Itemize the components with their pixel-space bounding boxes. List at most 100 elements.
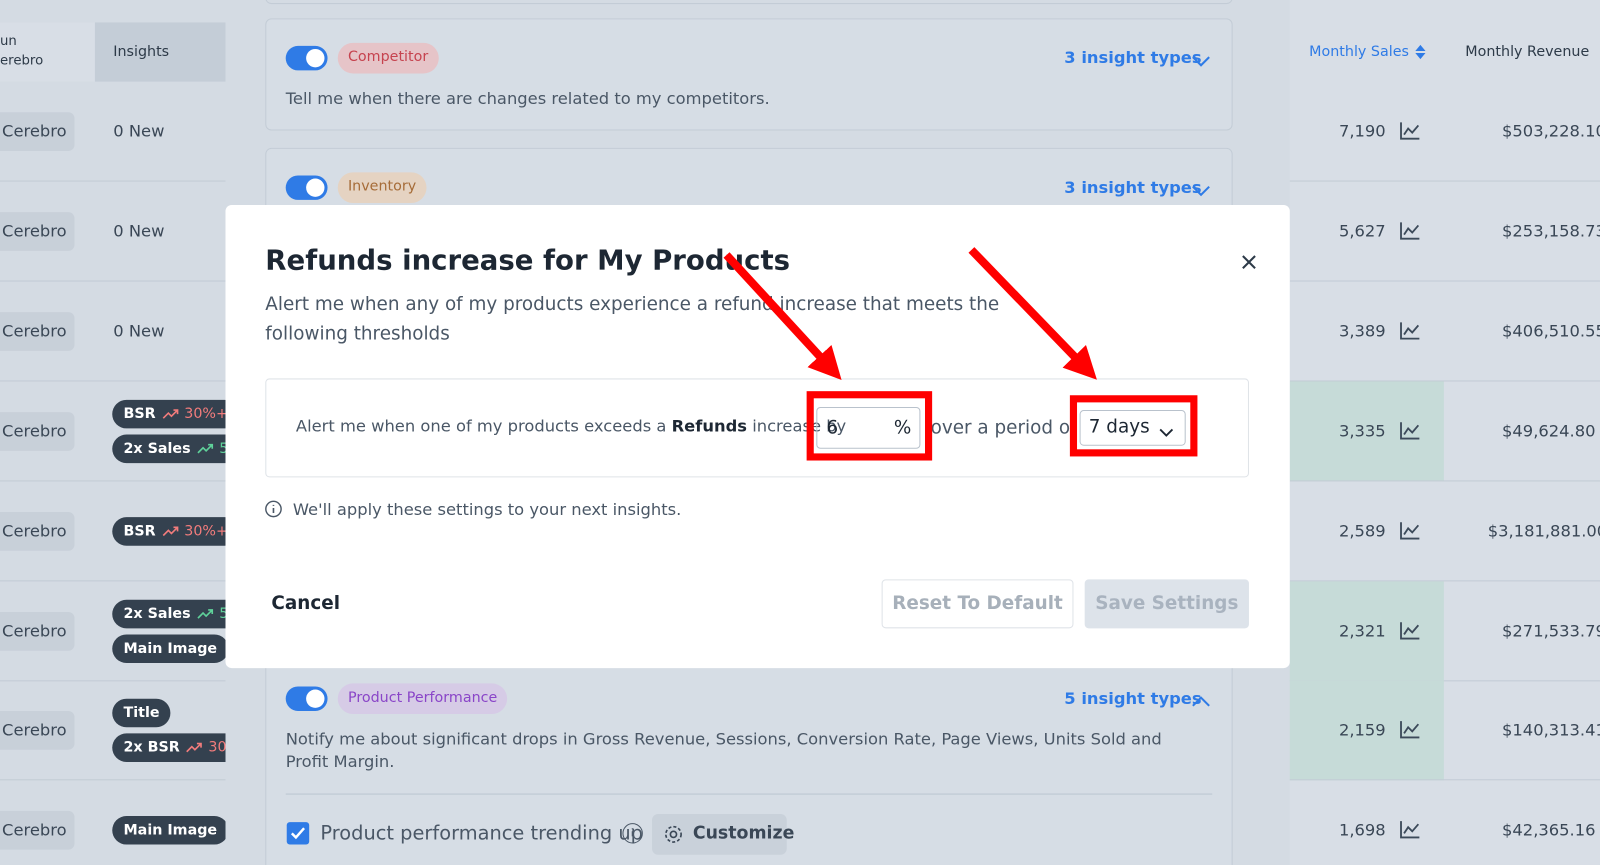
trend <box>186 742 203 754</box>
badge: Main Image <box>112 633 229 663</box>
chevron[interactable] <box>1192 52 1210 71</box>
cerebro-button[interactable] <box>0 411 75 451</box>
cerebro-label: Cerebro <box>2 720 67 740</box>
highlight-cell <box>1289 381 1444 482</box>
header-cell <box>94 22 226 82</box>
trend <box>197 607 213 619</box>
cerebro-label: Cerebro <box>2 820 67 840</box>
toggle-knob <box>306 178 325 197</box>
alert-description: Notify me about significant drops in Gro… <box>285 729 1162 772</box>
insight-types[interactable]: 3 insight types <box>1064 177 1202 197</box>
monthly-sales: 3,335 <box>1338 420 1386 441</box>
cerebro-button[interactable] <box>0 811 75 850</box>
checkbox[interactable] <box>286 822 310 845</box>
badge-label: BSR <box>123 405 156 422</box>
chevron-icon[interactable] <box>1192 55 1210 67</box>
monthly-revenue: $271,533.79 <box>1502 620 1600 641</box>
row-divider <box>0 579 226 581</box>
badge-change: 30%+ <box>184 522 228 540</box>
chevron-icon <box>1159 428 1174 437</box>
gear-icon <box>664 825 682 843</box>
row-divider <box>0 480 226 482</box>
chart-icon[interactable] <box>1399 320 1421 340</box>
cerebro-button[interactable] <box>0 112 75 151</box>
header-text: Insights <box>113 43 170 61</box>
trend <box>162 408 178 420</box>
info-glyph <box>631 828 634 837</box>
chart-icon[interactable] <box>1399 819 1421 839</box>
row-divider <box>0 180 226 182</box>
row-divider <box>1289 280 1600 282</box>
monthly-sales: 3,389 <box>1338 321 1386 341</box>
monthly-revenue: $253,158.73 <box>1502 221 1600 241</box>
close-button[interactable] <box>1240 253 1258 275</box>
row-divider <box>1289 480 1600 482</box>
row-divider <box>1289 579 1600 581</box>
customize-label: Customize <box>692 823 795 844</box>
badge-change: 30%+ <box>184 405 228 422</box>
badge: BSR 30%+ <box>112 516 240 546</box>
monthly-sales: 2,321 <box>1338 620 1386 641</box>
insights-text: 0 New <box>113 321 165 341</box>
chevron[interactable] <box>1192 182 1210 201</box>
insight-types[interactable]: 3 insight types <box>1064 47 1202 68</box>
reset-button[interactable]: Reset To Default <box>881 579 1074 629</box>
insights-text: 0 New <box>113 121 165 141</box>
cancel-button[interactable]: Cancel <box>271 592 341 615</box>
cerebro-button[interactable] <box>0 611 75 651</box>
badge: Title <box>112 699 171 728</box>
trend-icon <box>186 743 203 753</box>
trend-icon <box>162 408 178 419</box>
close-icon[interactable] <box>1240 253 1258 271</box>
chart-icon[interactable] <box>1399 719 1421 739</box>
chevron[interactable] <box>1192 693 1210 712</box>
toggle-knob <box>306 48 325 68</box>
header-text: Monthly Sales <box>1309 43 1409 61</box>
percent-input[interactable] <box>816 406 921 449</box>
chart-icon[interactable] <box>1399 620 1421 640</box>
cerebro-button[interactable] <box>0 511 75 551</box>
monthly-revenue: $503,228.10 <box>1502 121 1600 141</box>
badge-label: Main Image <box>123 822 218 839</box>
select-chevron <box>1159 422 1174 441</box>
row-divider <box>1289 380 1600 382</box>
monthly-sales: 1,698 <box>1338 820 1386 840</box>
chart-icon[interactable] <box>1399 420 1421 440</box>
sort-icon[interactable] <box>1415 44 1426 60</box>
chevron-icon[interactable] <box>1192 185 1210 197</box>
header-text: Monthly Revenue <box>1465 43 1590 61</box>
chart-icon[interactable] <box>1399 120 1421 140</box>
cerebro-label: Cerebro <box>2 620 67 641</box>
cerebro-button[interactable] <box>0 212 75 251</box>
badge: Main Image <box>112 816 229 845</box>
cerebro-label: Cerebro <box>2 520 67 541</box>
badge-label: BSR <box>123 522 156 540</box>
row-divider <box>0 280 226 282</box>
option-label: Product performance trending up <box>320 822 643 845</box>
row-divider <box>0 779 226 781</box>
monthly-revenue: $3,181,881.00 <box>1487 520 1600 541</box>
cerebro-label: Cerebro <box>2 221 67 241</box>
divider <box>285 793 1213 795</box>
input-value: 6 <box>826 417 839 439</box>
cerebro-button[interactable] <box>0 711 75 751</box>
info-icon <box>264 500 282 522</box>
sort-arrows[interactable] <box>1415 44 1426 60</box>
customize-button[interactable] <box>652 813 787 855</box>
alert-tag: Inventory <box>337 172 427 203</box>
toggle-knob <box>306 689 325 708</box>
period-select[interactable] <box>1079 410 1186 446</box>
cerebro-button[interactable] <box>0 311 75 351</box>
insights-text: 0 New <box>113 221 165 241</box>
chevron-icon[interactable] <box>1192 696 1210 708</box>
insight-types[interactable]: 5 insight types <box>1064 688 1202 708</box>
info-icon <box>622 823 643 844</box>
monthly-revenue: $42,365.16 <box>1502 820 1596 840</box>
alert-card <box>265 18 1233 131</box>
trend-icon <box>197 443 213 454</box>
chart-icon[interactable] <box>1399 220 1421 240</box>
save-button[interactable]: Save Settings <box>1084 579 1249 629</box>
chart-icon[interactable] <box>1399 520 1421 540</box>
trend-icon <box>162 526 178 536</box>
